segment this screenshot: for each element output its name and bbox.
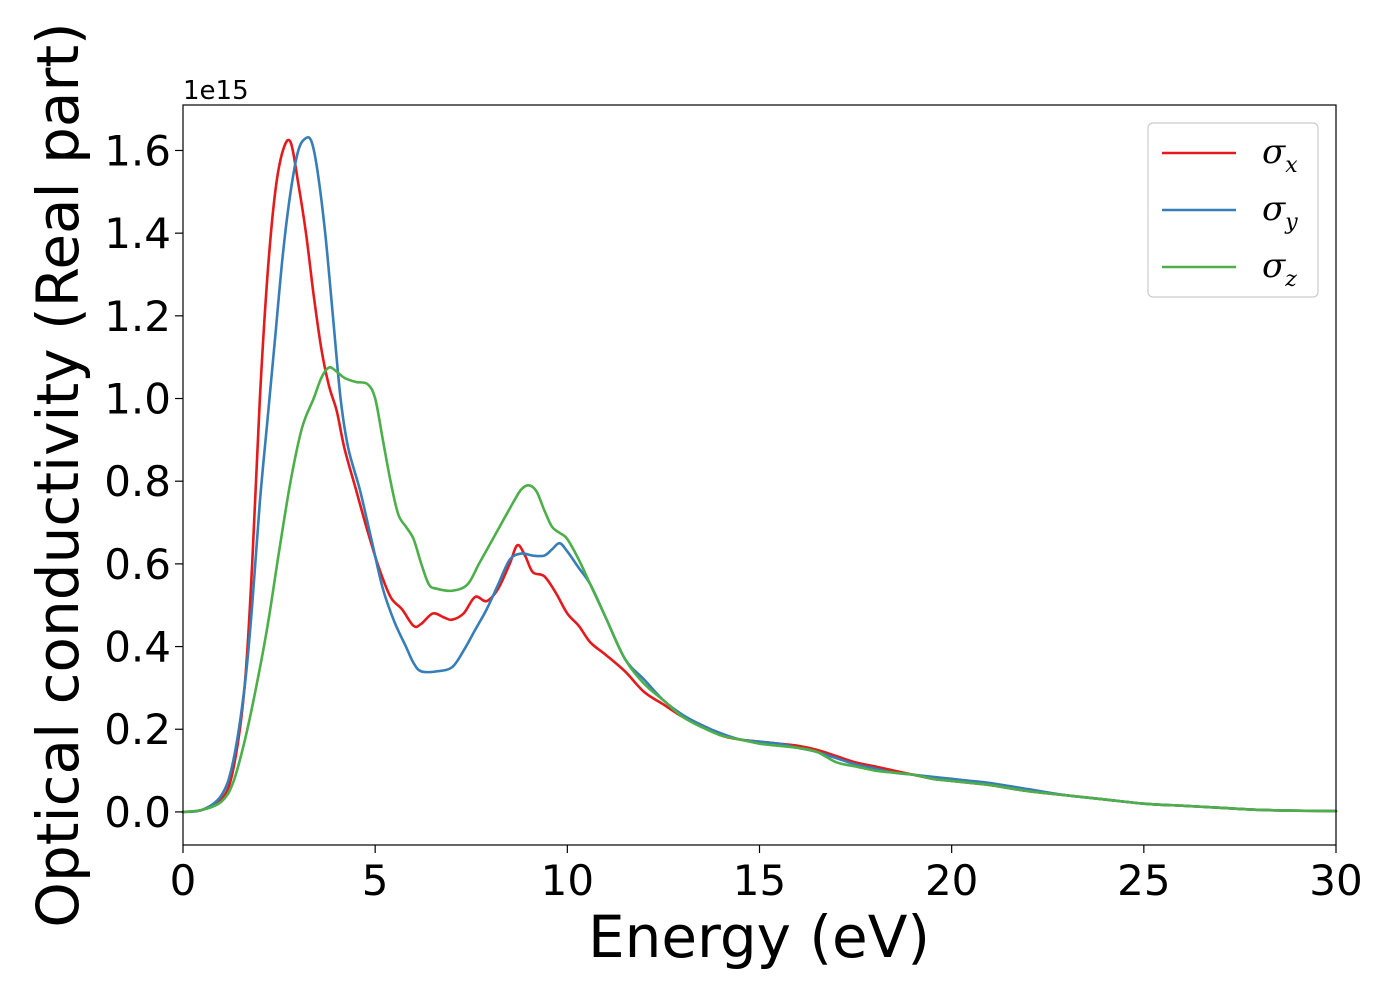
legend-item-x: σx	[1162, 132, 1298, 178]
y-tick-label: 0.6	[104, 540, 171, 589]
legend-symbol: σ	[1262, 132, 1286, 172]
y-axis-offset-label: 1e15	[183, 76, 249, 106]
y-tick-label: 0.0	[104, 788, 171, 837]
x-axis-title: Energy (eV)	[588, 903, 930, 971]
x-tick-label: 25	[1117, 856, 1170, 905]
y-tick-label: 0.4	[104, 623, 171, 672]
x-tick-label: 0	[170, 856, 197, 905]
legend-label: σy	[1262, 189, 1298, 235]
legend-symbol: σ	[1262, 189, 1286, 229]
y-tick-label: 1.2	[104, 292, 171, 341]
y-tick-label: 0.2	[104, 705, 171, 754]
y-tick-label: 1.4	[104, 209, 171, 258]
legend-label: σz	[1262, 246, 1297, 292]
series-line-z	[181, 366, 1338, 814]
y-tick-label: 1.0	[104, 375, 171, 424]
y-axis-title: Optical conductivity (Real part)	[24, 22, 92, 927]
legend-item-y: σy	[1162, 189, 1298, 235]
y-tick-label: 0.8	[104, 457, 171, 506]
series-layer	[181, 136, 1338, 814]
x-tick-label: 30	[1309, 856, 1362, 905]
legend-symbol: σ	[1262, 246, 1286, 286]
legend-subscript: x	[1285, 153, 1298, 178]
y-tick-label: 1.6	[104, 126, 171, 175]
legend-item-z: σz	[1162, 246, 1297, 292]
x-tick-label: 15	[733, 856, 786, 905]
x-axis-ticks: 0 5 10 15 20 25 30	[170, 845, 1363, 905]
x-tick-label: 5	[362, 856, 389, 905]
legend-subscript: z	[1284, 267, 1297, 292]
x-tick-label: 10	[541, 856, 594, 905]
legend-subscript: y	[1284, 210, 1298, 235]
series-line-y	[181, 136, 1338, 814]
y-axis-ticks: 0.0 0.2 0.4 0.6 0.8 1.0 1.2 1.4 1.6	[104, 126, 183, 837]
x-tick-label: 20	[925, 856, 978, 905]
legend-label: σx	[1262, 132, 1298, 178]
